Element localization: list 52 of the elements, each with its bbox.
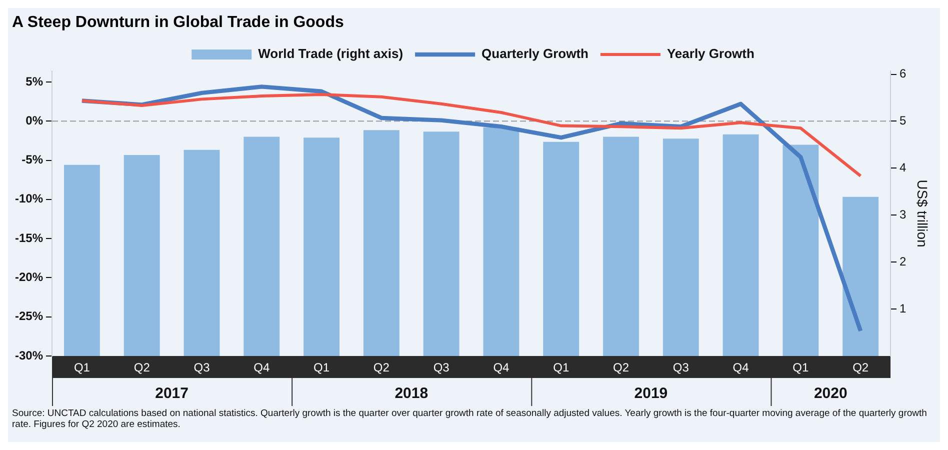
x-tick-label: Q1 [792,360,810,375]
chart-title: A Steep Downturn in Global Trade in Goods [11,13,345,33]
x-tick-label: Q2 [852,360,869,375]
bar [423,132,460,356]
y-tick-label: -20% [15,270,44,284]
x-tick-label: Q3 [194,360,210,375]
x-tick-label: Q2 [134,360,150,375]
x-tick-label: Q3 [672,360,690,375]
legend-label: World Trade (right axis) [258,46,404,62]
text: 2017 [155,385,188,402]
bar [184,150,220,356]
legend-label: Quarterly Growth [482,46,589,62]
x-tick-label: Q2 [612,360,630,375]
bar [662,138,699,356]
text: 2019 [634,385,668,402]
y2-tick-label: 5 [900,114,907,128]
x-tick-label: Q2 [373,360,390,375]
bar [363,130,400,356]
source-note: Source: UNCTAD calculations based on national statistics. Quarterly growth is the quarter over quarter growth rate of seasonally adjusted values. Yearly growth is the four-quarter moving average of the quarterly growth rate. Figures for Q2 2020 are estimates. [11,408,928,430]
bar [782,144,819,356]
y2-tick-label: 1 [900,301,907,316]
x-tick-label: Q3 [433,360,450,375]
bar [304,138,340,356]
bar [603,136,639,356]
y2-tick-label: 2 [900,254,907,268]
y2-tick-label: 3 [900,207,907,222]
x-tick-label: Q1 [74,360,90,375]
x-tick-label: Q1 [553,360,570,375]
y-tick-label: 0% [26,113,44,128]
y2-axis-title: US$ trillion [914,180,931,248]
y-tick-label: -5% [22,152,44,167]
y-tick-label: -10% [15,192,44,206]
bar [842,196,879,356]
y2-tick-label: 4 [900,160,907,175]
x-tick-label: Q4 [254,360,270,375]
bar [483,127,520,356]
x-tick-label: Q4 [732,360,750,375]
text: 2018 [394,385,428,402]
y-tick-label: -30% [15,348,44,362]
x-tick-label: Q1 [314,360,330,375]
bar [124,155,160,356]
text: 2020 [814,385,848,402]
bar [244,136,280,356]
y-tick-label: -15% [15,230,44,245]
bar [543,142,580,356]
bar [722,134,759,356]
y-tick-label: -25% [15,309,44,324]
y2-tick-label: 6 [900,66,907,81]
y-tick-label: 5% [26,74,44,88]
legend-label: Yearly Growth [666,46,754,62]
x-tick-label: Q4 [493,360,510,375]
bar [64,164,100,356]
